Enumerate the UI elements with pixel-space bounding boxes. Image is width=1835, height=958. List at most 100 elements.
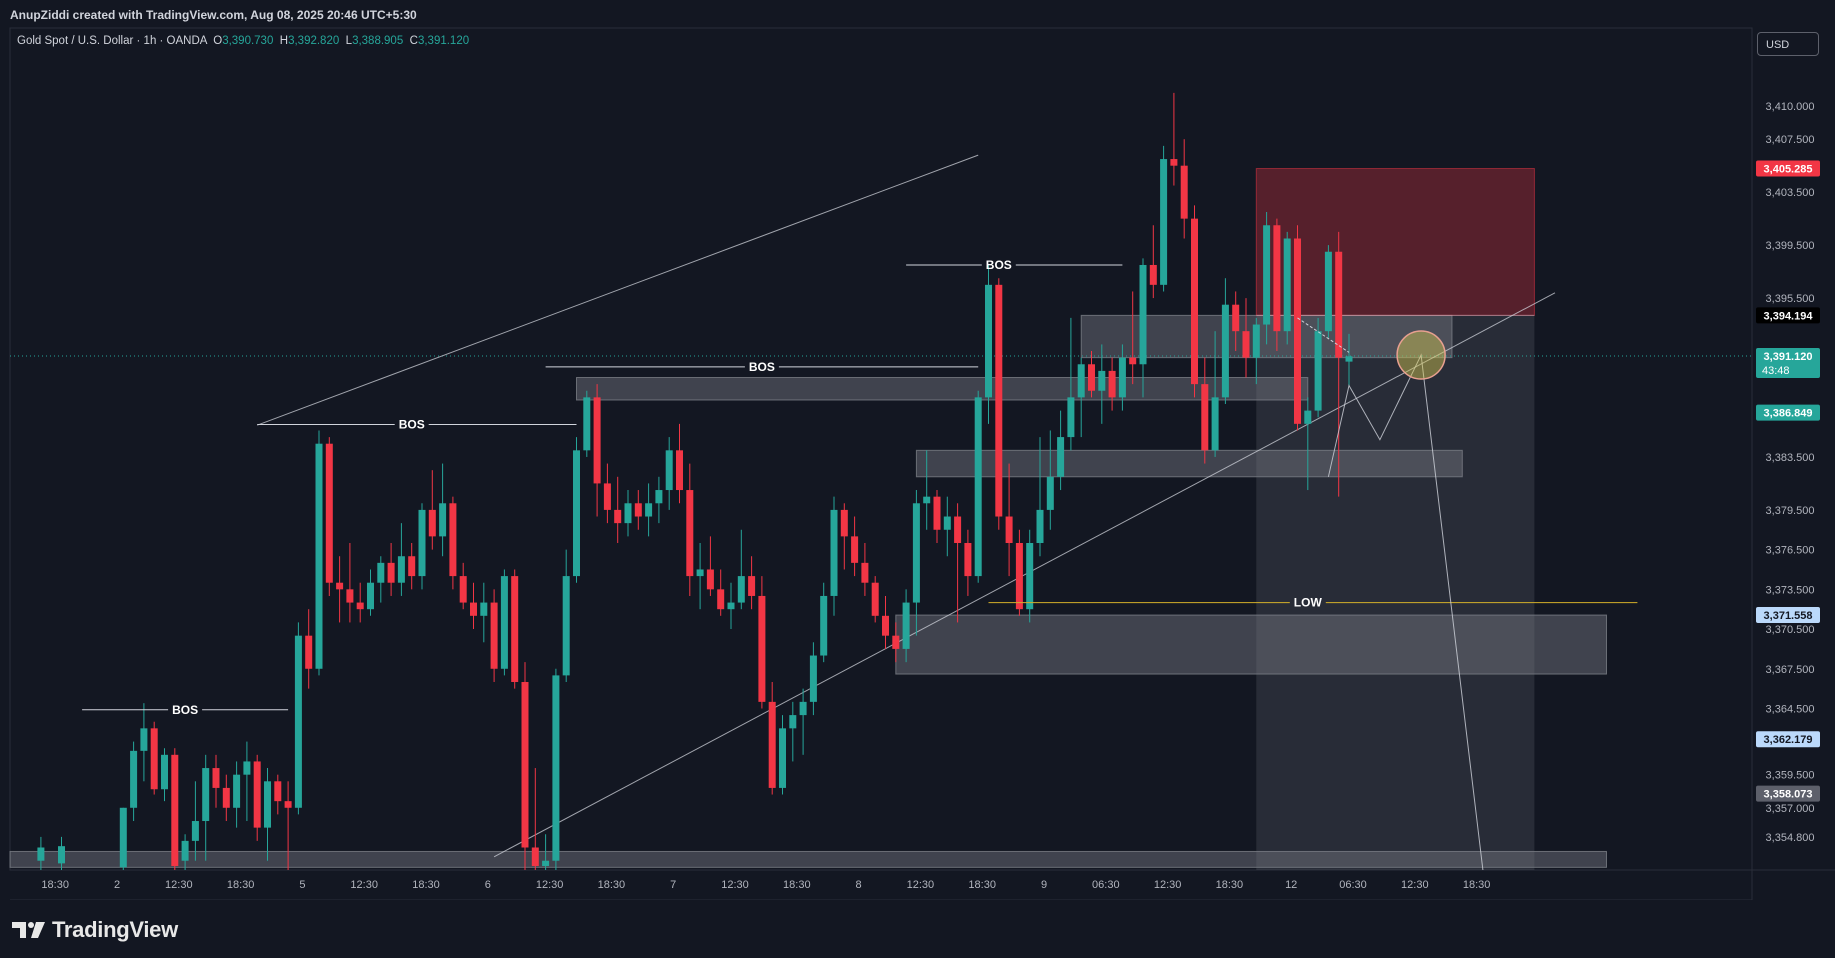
price-tick: 3,407.500 bbox=[1766, 134, 1815, 146]
footer-bar: TradingView bbox=[0, 900, 1835, 958]
candle bbox=[1026, 529, 1034, 623]
candle-body bbox=[1015, 542, 1023, 610]
candle bbox=[449, 496, 457, 590]
top-bar: AnupZiddi created with TradingView.com, … bbox=[0, 0, 1835, 28]
candle bbox=[274, 774, 282, 815]
candle-body bbox=[1118, 357, 1126, 398]
price-label-bg bbox=[1756, 307, 1820, 324]
candle bbox=[1252, 317, 1260, 385]
candle-body bbox=[624, 503, 632, 524]
candle-body bbox=[1180, 165, 1188, 219]
candle-body bbox=[1026, 542, 1034, 610]
candle bbox=[1232, 291, 1240, 352]
candle bbox=[1088, 351, 1095, 398]
candle-body bbox=[1273, 225, 1281, 332]
candle bbox=[954, 503, 962, 623]
candle-body bbox=[500, 576, 508, 669]
candle bbox=[58, 836, 65, 870]
candle bbox=[480, 582, 488, 643]
candle-body bbox=[191, 821, 199, 841]
price-label-text: 3,386.849 bbox=[1764, 408, 1813, 420]
time-tick: 5 bbox=[299, 879, 305, 891]
candle-body bbox=[202, 768, 210, 822]
price-tick: 3,403.500 bbox=[1766, 187, 1815, 199]
candle bbox=[851, 516, 859, 577]
candle bbox=[500, 569, 508, 676]
entry-marker-circle bbox=[1396, 330, 1446, 380]
ohlc-open: O3,390.730 bbox=[213, 35, 274, 47]
candle bbox=[356, 582, 364, 623]
candle bbox=[902, 589, 910, 663]
candle-body bbox=[706, 569, 714, 590]
candle-body bbox=[851, 536, 859, 563]
candle bbox=[222, 774, 230, 822]
candle-body bbox=[1170, 159, 1178, 166]
candle-body bbox=[758, 595, 766, 702]
candle-body bbox=[315, 443, 323, 669]
symbol-name[interactable]: Gold Spot / U.S. Dollar · 1h · OANDA bbox=[17, 35, 207, 47]
candle bbox=[418, 503, 426, 590]
candle-body bbox=[1211, 397, 1219, 451]
candle-body bbox=[1139, 264, 1147, 365]
price-tick: 3,367.500 bbox=[1766, 664, 1815, 676]
candle bbox=[1191, 205, 1198, 398]
candle bbox=[212, 754, 220, 808]
candle bbox=[542, 834, 550, 870]
candle bbox=[861, 542, 869, 596]
candle bbox=[284, 781, 292, 870]
candle-body bbox=[634, 503, 642, 517]
candle-body bbox=[212, 768, 220, 788]
candle bbox=[1098, 344, 1106, 424]
candle-body bbox=[655, 490, 663, 504]
candle-body bbox=[665, 450, 673, 491]
candle bbox=[253, 754, 261, 841]
candle bbox=[1067, 317, 1075, 451]
zone-bottom bbox=[9, 850, 1607, 868]
candle bbox=[408, 542, 416, 590]
candle bbox=[191, 781, 199, 861]
candle-body bbox=[1088, 364, 1095, 391]
candle-body bbox=[912, 503, 920, 603]
time-tick: 2 bbox=[114, 879, 120, 891]
candle bbox=[768, 682, 776, 795]
tradingview-logo-text: TradingView bbox=[52, 917, 178, 942]
chart-credit: AnupZiddi created with TradingView.com, … bbox=[10, 8, 417, 22]
candle-body bbox=[923, 496, 931, 504]
candle bbox=[995, 278, 1003, 530]
candle bbox=[1005, 463, 1013, 577]
chart-canvas[interactable]: BOS BOS BOS BOS LOW 3,410.000 3,407.500 3,403.5… bbox=[0, 0, 1835, 900]
candle bbox=[820, 582, 828, 663]
tradingview-logo[interactable]: TradingView bbox=[12, 917, 178, 943]
candle-body bbox=[686, 490, 694, 577]
candle bbox=[779, 715, 786, 795]
price-tick: 3,364.500 bbox=[1766, 703, 1815, 715]
candle bbox=[1345, 333, 1353, 386]
candle-body bbox=[387, 562, 395, 583]
candle-body bbox=[1077, 364, 1085, 398]
time-tick: 12:30 bbox=[1401, 879, 1429, 891]
candle bbox=[315, 430, 323, 676]
candle-body bbox=[789, 715, 797, 729]
candle-body bbox=[1335, 251, 1343, 358]
price-label-bg bbox=[1756, 160, 1820, 177]
candle bbox=[645, 483, 653, 537]
price-label-bg bbox=[1756, 731, 1820, 748]
candle bbox=[1201, 357, 1209, 464]
candle-body bbox=[902, 602, 910, 649]
candle-body bbox=[995, 284, 1003, 517]
candle bbox=[181, 834, 189, 870]
candle bbox=[974, 390, 982, 583]
price-label: 3,358.073 bbox=[1756, 785, 1820, 802]
currency-button[interactable]: USD bbox=[1757, 32, 1819, 56]
candle-body bbox=[552, 675, 560, 861]
price-label-bg bbox=[1756, 404, 1820, 421]
price-label: 3,405.285 bbox=[1756, 160, 1820, 177]
price-tick: 3,379.500 bbox=[1766, 505, 1815, 517]
candle-body bbox=[37, 847, 45, 861]
candle-body bbox=[892, 635, 900, 649]
candle-body bbox=[676, 450, 683, 491]
candle bbox=[1263, 212, 1271, 345]
candle-body bbox=[1067, 397, 1075, 438]
price-label-bg bbox=[1756, 785, 1820, 802]
candle bbox=[614, 476, 622, 543]
